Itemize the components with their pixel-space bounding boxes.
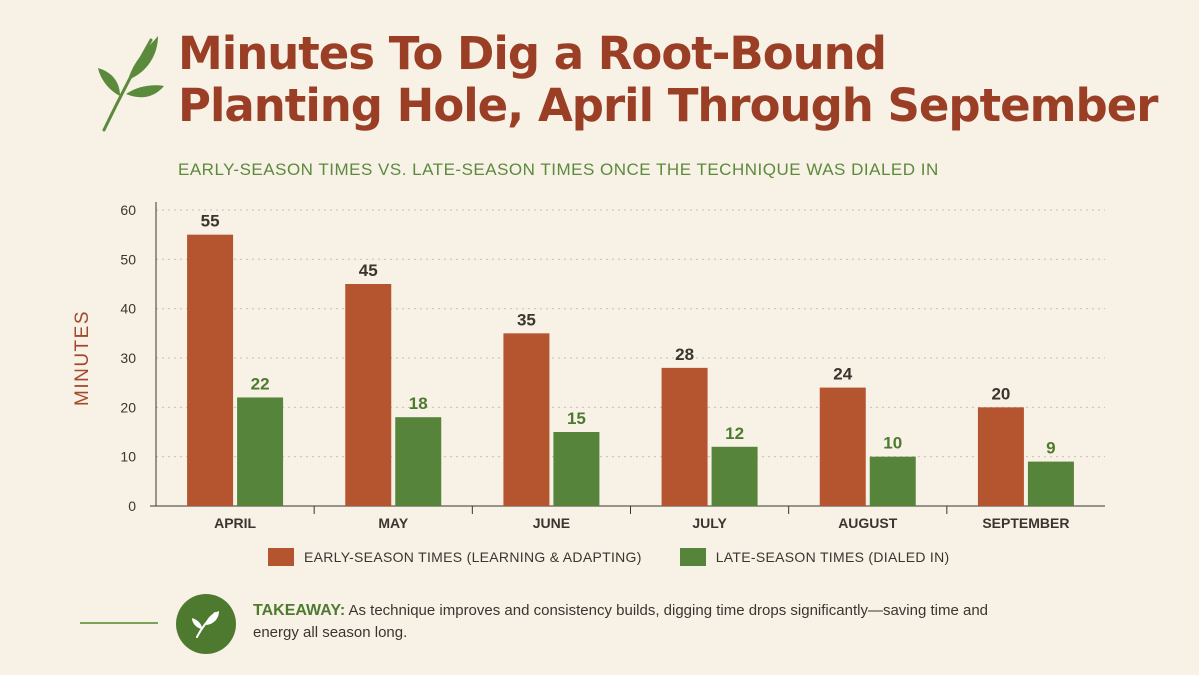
title-line-2: Planting Hole, April Through September (178, 79, 1158, 132)
data-label: 15 (567, 409, 586, 428)
bar-late (869, 456, 916, 506)
x-tick-label: SEPTEMBER (982, 515, 1069, 531)
y-tick-label: 0 (128, 498, 136, 514)
x-tick-label: AUGUST (838, 515, 898, 531)
takeaway-text: TAKEAWAY: As technique improves and cons… (253, 600, 1013, 644)
takeaway-badge (176, 594, 236, 654)
data-label: 22 (251, 374, 270, 393)
data-label: 55 (201, 212, 220, 231)
data-label: 10 (883, 434, 902, 453)
bar-early (345, 284, 392, 506)
bar-early (977, 407, 1024, 506)
bar-early (503, 333, 550, 506)
legend-item-early: EARLY-SEASON TIMES (LEARNING & ADAPTING) (268, 548, 642, 566)
bar-late (237, 397, 284, 506)
data-label: 35 (517, 310, 536, 329)
takeaway-label: TAKEAWAY: (253, 602, 346, 619)
data-label: 24 (833, 365, 852, 384)
legend-item-late: LATE-SEASON TIMES (DIALED IN) (679, 548, 950, 566)
data-label: 20 (991, 384, 1010, 403)
x-tick-label: JUNE (533, 515, 570, 531)
chart-subtitle: EARLY-SEASON TIMES VS. LATE-SEASON TIMES… (178, 160, 939, 179)
bar-late (711, 446, 758, 506)
y-axis-label: MINUTES (72, 310, 93, 406)
chart-legend: EARLY-SEASON TIMES (LEARNING & ADAPTING)… (268, 548, 988, 566)
y-tick-label: 20 (120, 399, 136, 415)
legend-swatch-late (679, 548, 706, 566)
bar-late (553, 432, 600, 506)
data-label: 9 (1046, 439, 1055, 458)
leaf-sprig-icon (98, 36, 164, 132)
bar-early (661, 367, 708, 506)
y-tick-label: 10 (120, 449, 136, 465)
bar-chart: 0 10 20 30 40 50 60 MINUTES APRIL 55 22 MAY 45 18 JUNE… (72, 202, 1105, 531)
x-tick-label: APRIL (214, 515, 256, 531)
takeaway-divider (80, 622, 158, 624)
data-label: 18 (409, 394, 428, 413)
bar-early (819, 387, 866, 506)
leaf-sprig-icon (192, 611, 219, 638)
x-tick-label: JULY (692, 515, 727, 531)
y-tick-label: 60 (120, 202, 136, 218)
chart-title: Minutes To Dig a Root-Bound Planting Hol… (178, 27, 1158, 132)
bar-late (395, 417, 442, 506)
title-line-1: Minutes To Dig a Root-Bound (178, 27, 887, 80)
y-tick-label: 50 (120, 251, 136, 267)
bar-late (1027, 461, 1074, 506)
bar-early (187, 234, 234, 506)
legend-label-early: EARLY-SEASON TIMES (LEARNING & ADAPTING) (304, 549, 642, 565)
data-label: 45 (359, 261, 378, 280)
takeaway-body: As technique improves and consistency bu… (253, 602, 988, 641)
data-label: 28 (675, 345, 694, 364)
legend-swatch-early (268, 548, 294, 566)
x-tick-label: MAY (378, 515, 408, 531)
data-label: 12 (725, 424, 744, 443)
legend-label-late: LATE-SEASON TIMES (DIALED IN) (715, 549, 950, 565)
y-tick-label: 30 (120, 350, 136, 366)
y-tick-label: 40 (120, 301, 136, 317)
